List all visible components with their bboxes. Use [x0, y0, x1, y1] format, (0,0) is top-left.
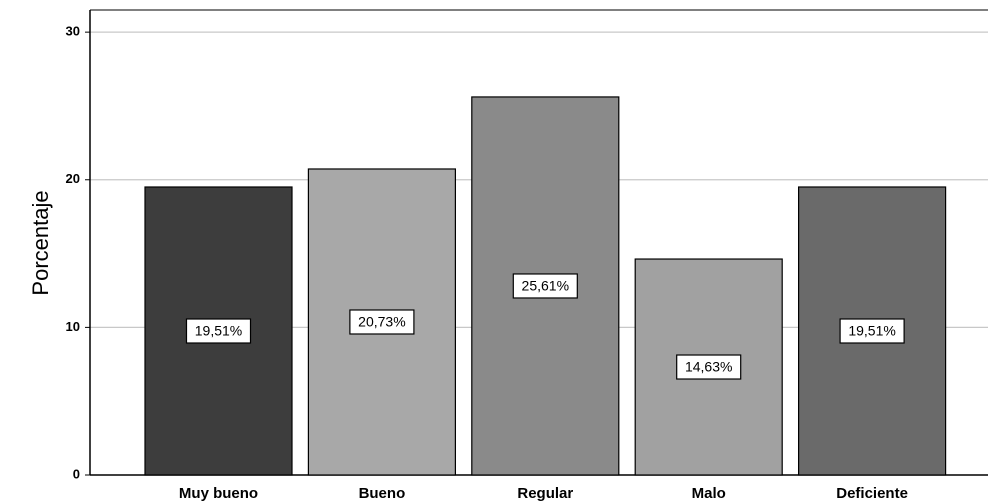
y-tick-label: 0	[73, 466, 80, 481]
data-label: 19,51%	[195, 323, 242, 339]
data-label-box	[512, 273, 578, 299]
data-label-box	[839, 318, 905, 344]
y-tick-labels: 0 10 20 30	[66, 24, 90, 481]
category-label: Regular	[517, 485, 573, 502]
data-label: 25,61%	[522, 278, 569, 294]
data-label: 19,51%	[848, 323, 895, 339]
data-label-box	[349, 309, 415, 335]
category-label: Bueno	[359, 485, 406, 502]
data-labels: 19,51% 20,73% 25,61% 14,63% 19,51%	[185, 273, 905, 380]
category-labels: Muy bueno Bueno Regular Malo Deficiente	[179, 485, 908, 502]
data-label: 14,63%	[685, 359, 732, 375]
y-tick-label: 30	[66, 24, 80, 39]
data-label-box	[185, 318, 252, 344]
y-tick-label: 20	[66, 171, 80, 186]
category-label: Malo	[692, 485, 726, 502]
y-tick-label: 10	[66, 319, 80, 334]
data-label: 20,73%	[358, 314, 405, 330]
bar	[144, 186, 293, 476]
category-label: Deficiente	[836, 485, 908, 502]
data-label-box	[676, 354, 742, 380]
y-axis-title: Porcentaje	[28, 190, 53, 295]
bars	[144, 96, 947, 476]
category-label: Muy bueno	[179, 485, 258, 502]
